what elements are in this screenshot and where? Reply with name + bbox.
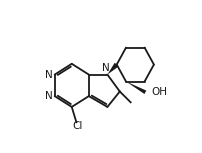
Text: N: N <box>45 70 52 80</box>
Text: N: N <box>102 63 110 73</box>
Text: OH: OH <box>152 87 168 97</box>
Text: N: N <box>45 91 52 101</box>
Text: Cl: Cl <box>73 121 83 131</box>
Polygon shape <box>107 63 119 75</box>
Polygon shape <box>126 82 146 94</box>
